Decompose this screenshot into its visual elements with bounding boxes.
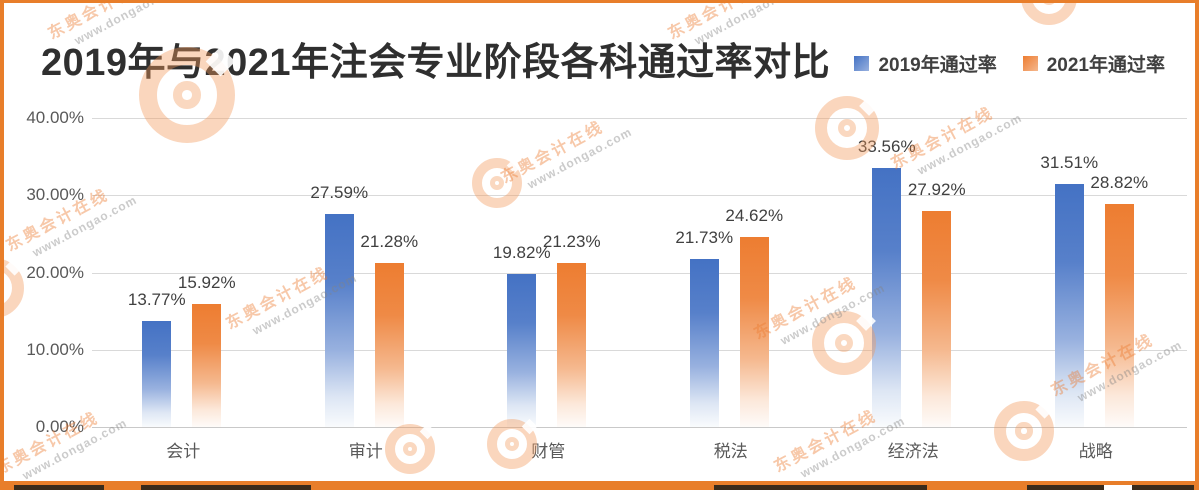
bar-2021年通过率-战略	[1104, 204, 1134, 427]
strip-segment	[104, 485, 141, 490]
bar-2019年通过率-战略	[1054, 184, 1084, 427]
bar-2021年通过率-审计	[374, 263, 404, 427]
data-label-2021年通过率-财管: 21.23%	[542, 232, 601, 251]
chart-title: 2019年与2021年注会专业阶段各科通过率对比	[41, 42, 831, 84]
y-axis-tick-10.00%: 10.00%	[26, 339, 84, 359]
legend-label-2019: 2019年通过率	[878, 55, 997, 76]
legend-item-2021: 2021年通过率	[1022, 50, 1165, 77]
bar-2019年通过率-会计	[142, 321, 172, 427]
strip-segment	[1104, 485, 1132, 490]
cropped-bottom-strip	[4, 485, 1195, 490]
x-axis-label-财管: 财管	[531, 442, 566, 461]
bar-2021年通过率-会计	[192, 304, 222, 427]
data-label-2019年通过率-经济法: 33.56%	[857, 137, 916, 156]
data-label-2021年通过率-会计: 15.92%	[177, 273, 236, 292]
gridline-30.00%	[92, 195, 1187, 197]
legend-swatch-2019-icon	[854, 56, 870, 71]
bar-2019年通过率-审计	[324, 214, 354, 427]
strip-segment	[4, 485, 14, 490]
gridline-20.00%	[92, 272, 1187, 274]
strip-segment	[1132, 485, 1194, 490]
x-axis-label-税法: 税法	[713, 442, 748, 461]
legend-item-2019: 2019年通过率	[854, 50, 997, 77]
strip-segment	[927, 485, 1027, 490]
bar-2021年通过率-税法	[739, 237, 769, 427]
y-axis-tick-0.00%: 0.00%	[35, 417, 84, 436]
data-label-2021年通过率-经济法: 27.92%	[907, 180, 966, 199]
strip-segment	[141, 485, 311, 490]
bar-2021年通过率-经济法	[922, 211, 952, 427]
data-label-2021年通过率-税法: 24.62%	[725, 206, 784, 225]
data-label-2019年通过率-战略: 31.51%	[1040, 153, 1099, 172]
bar-2019年通过率-财管	[507, 274, 537, 427]
legend-swatch-2021-icon	[1022, 56, 1038, 71]
data-label-2021年通过率-战略: 28.82%	[1090, 173, 1149, 192]
plot-area: 0.00% 10.00% 20.00% 30.00% 40.00% 会计 13.77% 15.…	[4, 3, 1195, 490]
data-label-2021年通过率-审计: 21.28%	[360, 232, 419, 251]
x-axis-label-会计: 会计	[166, 442, 201, 461]
y-axis-tick-40.00%: 40.00%	[26, 108, 84, 127]
gridline-0.00%	[92, 427, 1187, 428]
x-axis-label-战略: 战略	[1078, 442, 1113, 461]
data-label-2019年通过率-会计: 13.77%	[127, 290, 186, 309]
bar-2019年通过率-经济法	[872, 168, 902, 427]
y-axis-tick-20.00%: 20.00%	[26, 262, 84, 282]
data-label-2019年通过率-税法: 21.73%	[675, 228, 734, 247]
strip-segment	[1027, 485, 1104, 490]
gridline-40.00%	[92, 118, 1187, 119]
x-axis-label-经济法: 经济法	[887, 442, 939, 461]
bar-2021年通过率-财管	[557, 263, 587, 427]
x-axis-label-审计: 审计	[348, 442, 383, 461]
legend-label-2021: 2021年通过率	[1046, 55, 1165, 76]
data-label-2019年通过率-财管: 19.82%	[492, 243, 551, 262]
gridline-10.00%	[92, 349, 1187, 351]
data-label-2019年通过率-审计: 27.59%	[310, 183, 369, 202]
strip-segment	[1194, 485, 1195, 490]
strip-segment	[14, 485, 104, 490]
strip-segment	[714, 485, 927, 490]
bottom-border-rule	[4, 481, 1195, 485]
strip-segment	[311, 485, 714, 490]
chart-legend: 2019年通过率 2021年通过率	[854, 50, 1165, 77]
bar-2019年通过率-税法	[689, 259, 719, 427]
y-axis-tick-30.00%: 30.00%	[26, 185, 84, 205]
